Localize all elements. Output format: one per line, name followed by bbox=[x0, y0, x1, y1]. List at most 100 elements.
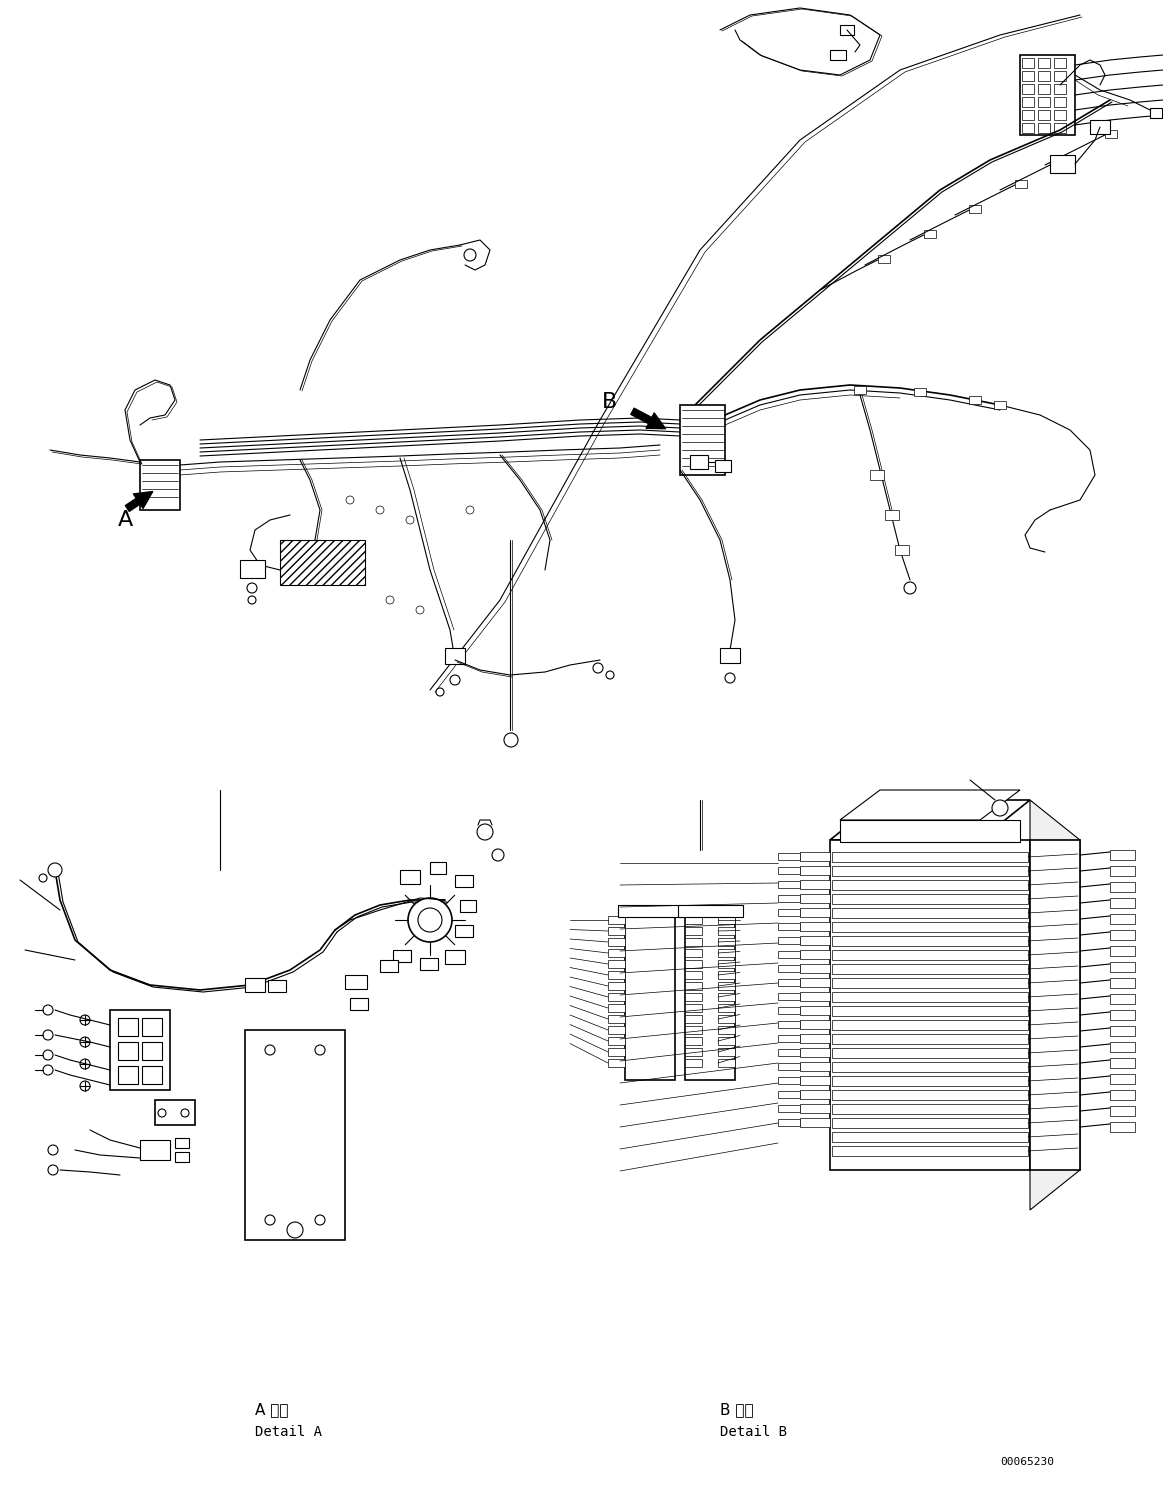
Bar bbox=[1110, 897, 1135, 908]
Circle shape bbox=[450, 676, 461, 684]
Bar bbox=[870, 470, 884, 481]
Bar bbox=[718, 960, 735, 969]
Circle shape bbox=[477, 824, 493, 841]
Bar bbox=[174, 1152, 190, 1162]
Bar bbox=[832, 992, 1028, 1001]
Bar bbox=[778, 1119, 800, 1126]
Bar bbox=[1022, 58, 1034, 68]
Bar bbox=[778, 951, 800, 958]
Bar bbox=[840, 820, 1020, 842]
Bar bbox=[720, 647, 740, 664]
Bar bbox=[778, 979, 800, 987]
Bar bbox=[715, 460, 732, 472]
Bar bbox=[832, 964, 1028, 975]
Bar bbox=[778, 894, 800, 902]
Circle shape bbox=[248, 597, 256, 604]
Bar bbox=[685, 1059, 702, 1067]
Bar bbox=[1110, 963, 1135, 972]
Bar bbox=[110, 1010, 170, 1091]
Bar bbox=[832, 853, 1028, 862]
Polygon shape bbox=[830, 801, 1030, 841]
Bar bbox=[800, 1091, 830, 1100]
Bar bbox=[1110, 914, 1135, 924]
Bar bbox=[1110, 850, 1135, 860]
Circle shape bbox=[418, 908, 442, 931]
Bar bbox=[140, 460, 180, 510]
Bar bbox=[1110, 1074, 1135, 1083]
Bar bbox=[840, 25, 854, 36]
Bar bbox=[1105, 129, 1116, 138]
Bar bbox=[1110, 1122, 1135, 1132]
Bar bbox=[896, 545, 909, 555]
Bar bbox=[380, 960, 398, 972]
Circle shape bbox=[386, 597, 394, 604]
Bar bbox=[800, 1104, 830, 1113]
Bar bbox=[800, 894, 830, 903]
Bar bbox=[1022, 110, 1034, 121]
Bar bbox=[832, 879, 1028, 890]
Bar bbox=[685, 1015, 702, 1024]
Bar bbox=[685, 1048, 702, 1056]
Bar bbox=[778, 966, 800, 972]
Bar bbox=[718, 1004, 735, 1012]
Bar bbox=[832, 1117, 1028, 1128]
Bar bbox=[608, 1048, 625, 1056]
Bar bbox=[280, 540, 365, 585]
Bar bbox=[445, 949, 465, 964]
Bar bbox=[117, 1018, 138, 1036]
Bar bbox=[618, 905, 683, 917]
Bar bbox=[778, 992, 800, 1000]
Bar bbox=[718, 917, 735, 924]
Bar bbox=[800, 1019, 830, 1030]
Bar bbox=[800, 879, 830, 888]
Bar bbox=[608, 992, 625, 1001]
Bar bbox=[155, 1100, 195, 1125]
Bar bbox=[718, 982, 735, 990]
Bar bbox=[685, 927, 702, 934]
Bar bbox=[832, 866, 1028, 876]
Bar bbox=[608, 960, 625, 969]
Circle shape bbox=[43, 1051, 53, 1059]
Bar bbox=[718, 937, 735, 946]
Bar bbox=[800, 853, 830, 862]
Bar bbox=[832, 894, 1028, 905]
Bar bbox=[1110, 1091, 1135, 1100]
Bar bbox=[800, 978, 830, 987]
Bar bbox=[608, 972, 625, 979]
Bar bbox=[718, 949, 735, 957]
Polygon shape bbox=[1030, 801, 1080, 1210]
Circle shape bbox=[492, 850, 504, 862]
Bar bbox=[830, 51, 846, 60]
Text: B: B bbox=[602, 391, 618, 412]
Bar bbox=[778, 1077, 800, 1083]
Bar bbox=[142, 1018, 162, 1036]
Bar bbox=[832, 923, 1028, 931]
Circle shape bbox=[347, 496, 354, 504]
Bar bbox=[832, 1146, 1028, 1156]
Bar bbox=[393, 949, 411, 963]
Circle shape bbox=[593, 664, 602, 673]
Circle shape bbox=[408, 897, 452, 942]
Bar bbox=[608, 927, 625, 934]
Bar bbox=[1039, 83, 1050, 94]
Bar bbox=[832, 1019, 1028, 1030]
Circle shape bbox=[315, 1216, 324, 1225]
Bar bbox=[267, 981, 286, 992]
Bar bbox=[1022, 71, 1034, 80]
Text: B 詳細: B 詳細 bbox=[720, 1403, 754, 1418]
Circle shape bbox=[158, 1109, 166, 1117]
Bar bbox=[718, 972, 735, 979]
Bar bbox=[970, 205, 982, 213]
Bar bbox=[685, 917, 702, 924]
Bar bbox=[718, 1048, 735, 1056]
Circle shape bbox=[247, 583, 257, 594]
Bar bbox=[1110, 1058, 1135, 1068]
Circle shape bbox=[80, 1059, 90, 1068]
Bar bbox=[608, 1004, 625, 1012]
Bar bbox=[1039, 58, 1050, 68]
Bar bbox=[800, 1048, 830, 1056]
Bar bbox=[1039, 110, 1050, 121]
Bar bbox=[1110, 882, 1135, 891]
Bar bbox=[718, 1037, 735, 1045]
Text: 00065230: 00065230 bbox=[1000, 1457, 1054, 1467]
